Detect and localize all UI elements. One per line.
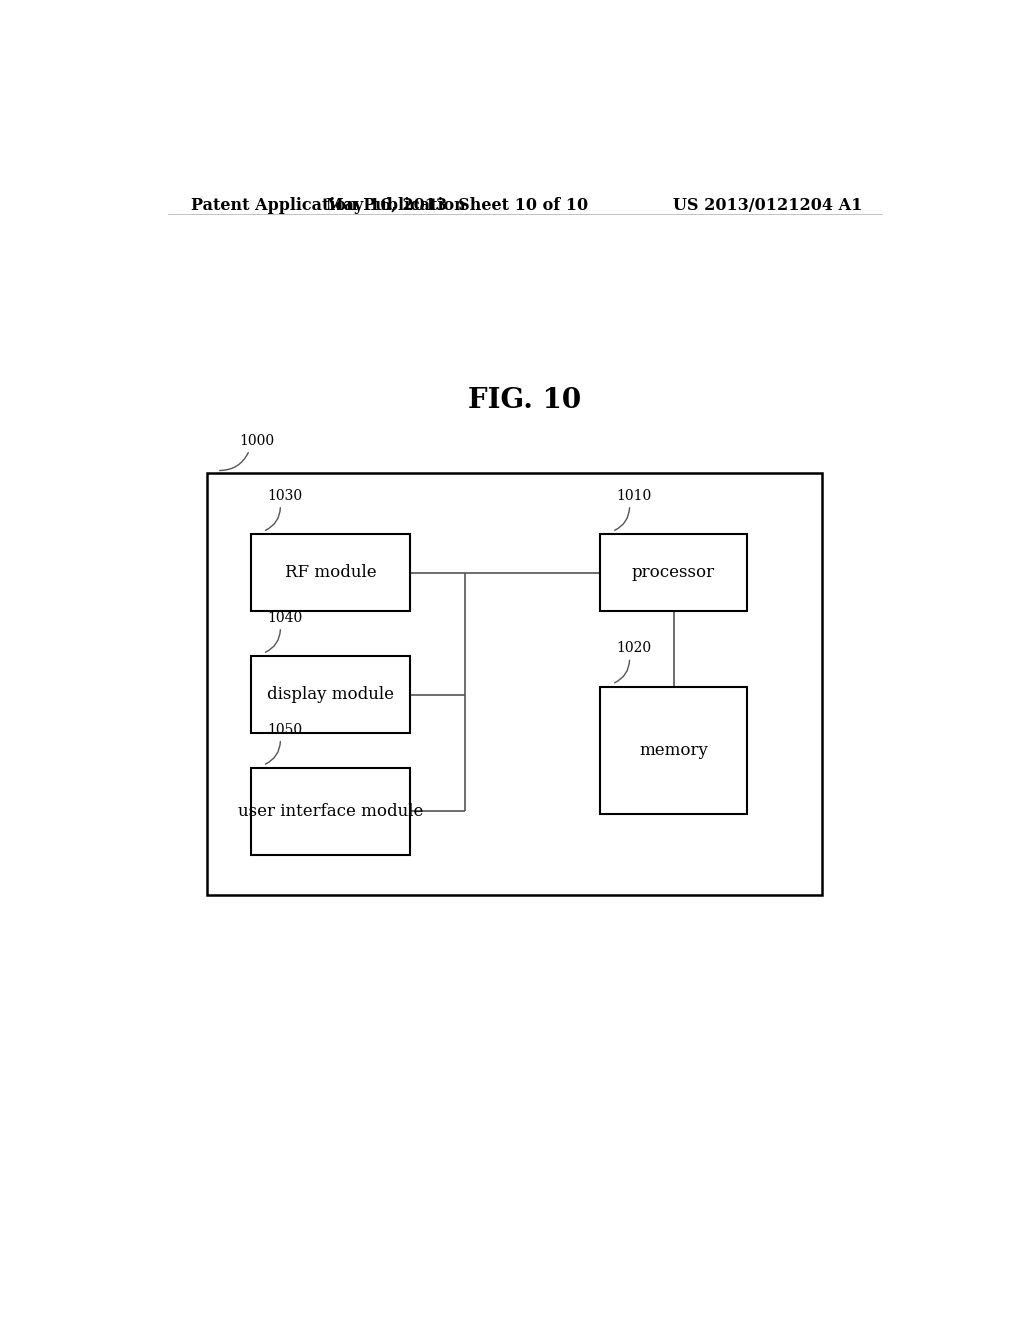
Text: Patent Application Publication: Patent Application Publication xyxy=(191,197,466,214)
Bar xyxy=(600,535,748,611)
Bar xyxy=(251,768,410,854)
Text: processor: processor xyxy=(632,564,715,581)
Bar xyxy=(251,656,410,733)
Bar xyxy=(251,535,410,611)
Text: memory: memory xyxy=(639,742,708,759)
Text: RF module: RF module xyxy=(285,564,376,581)
Text: 1040: 1040 xyxy=(267,611,302,624)
Text: display module: display module xyxy=(267,686,394,704)
Text: 1030: 1030 xyxy=(267,488,302,503)
Text: user interface module: user interface module xyxy=(238,803,423,820)
Text: 1050: 1050 xyxy=(267,723,302,737)
Text: 1020: 1020 xyxy=(616,642,651,656)
Text: May 16, 2013  Sheet 10 of 10: May 16, 2013 Sheet 10 of 10 xyxy=(327,197,589,214)
Text: US 2013/0121204 A1: US 2013/0121204 A1 xyxy=(673,197,862,214)
Bar xyxy=(207,474,822,895)
Text: 1000: 1000 xyxy=(240,434,274,447)
Bar xyxy=(600,686,748,814)
Text: 1010: 1010 xyxy=(616,488,651,503)
Text: FIG. 10: FIG. 10 xyxy=(468,387,582,414)
